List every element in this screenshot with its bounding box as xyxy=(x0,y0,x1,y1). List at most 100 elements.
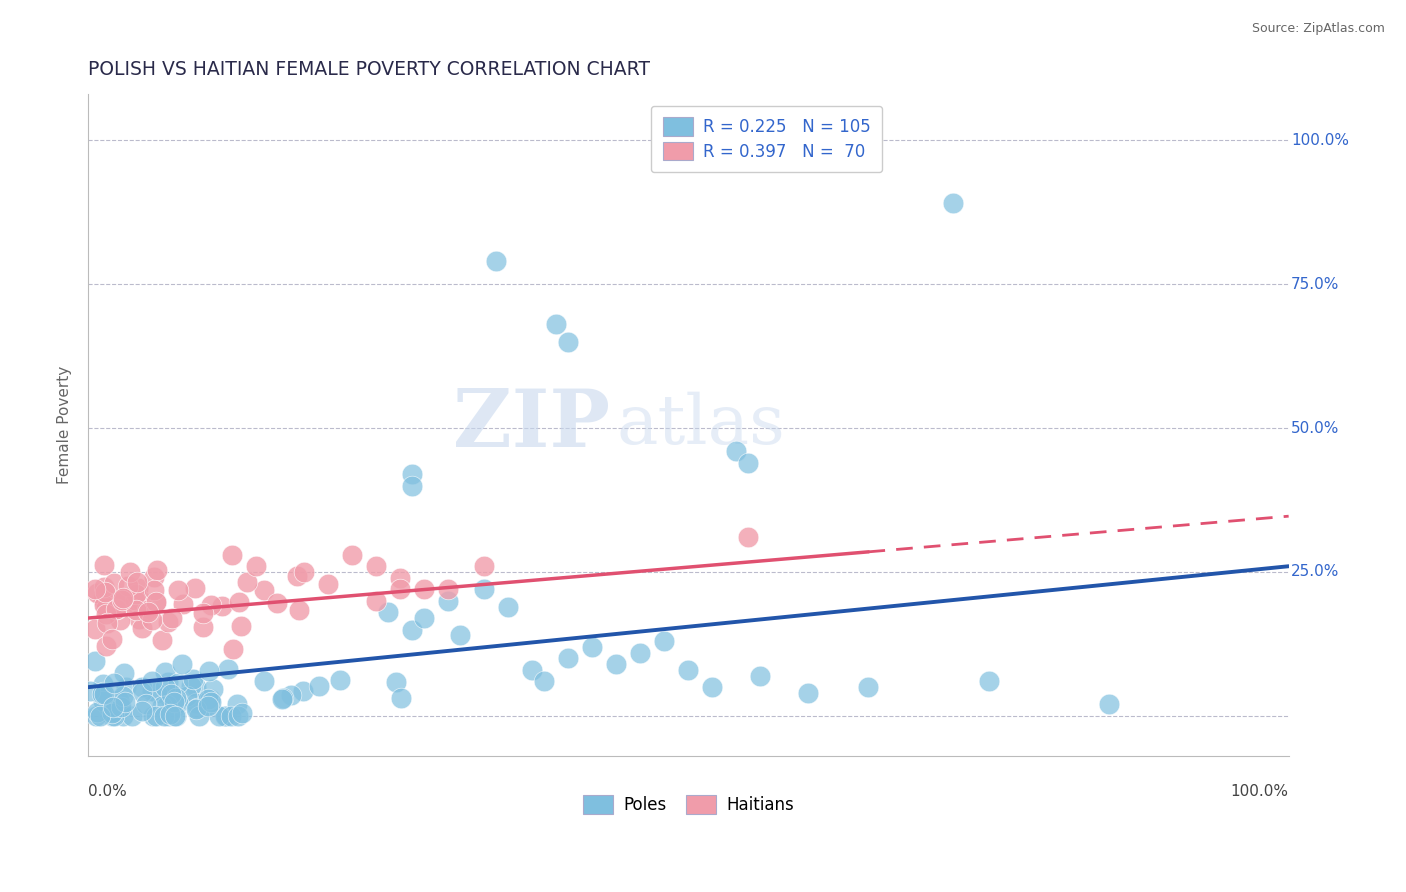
Point xyxy=(86,586,108,600)
Point xyxy=(291,684,314,698)
Point xyxy=(160,611,183,625)
Point xyxy=(160,687,183,701)
Point xyxy=(245,559,267,574)
Point xyxy=(197,698,219,713)
Text: 25.0%: 25.0% xyxy=(1291,565,1340,580)
Point xyxy=(628,646,651,660)
Point xyxy=(93,581,115,595)
Point xyxy=(101,632,124,647)
Point xyxy=(112,666,135,681)
Point xyxy=(253,674,276,689)
Point xyxy=(84,709,107,723)
Text: 100.0%: 100.0% xyxy=(1291,133,1348,147)
Point xyxy=(93,694,115,708)
Point xyxy=(170,657,193,672)
Point xyxy=(165,690,187,705)
Point xyxy=(207,709,229,723)
Point xyxy=(105,601,128,615)
Point xyxy=(226,697,249,711)
Point xyxy=(366,559,388,574)
Point xyxy=(605,657,627,672)
Point xyxy=(155,665,177,680)
Point xyxy=(122,595,145,609)
Point xyxy=(292,565,315,579)
Point xyxy=(221,641,243,656)
Point xyxy=(143,570,166,584)
Point xyxy=(150,632,173,647)
Point xyxy=(472,559,495,574)
Point xyxy=(977,674,1000,689)
Point xyxy=(136,605,159,619)
Point xyxy=(89,709,111,723)
Point xyxy=(557,651,579,665)
Point xyxy=(498,599,520,614)
Point xyxy=(215,709,238,723)
Point xyxy=(197,692,219,706)
Point xyxy=(131,621,153,635)
Point xyxy=(188,709,211,723)
Point xyxy=(280,689,302,703)
Point xyxy=(145,709,167,723)
Text: 50.0%: 50.0% xyxy=(1291,420,1340,435)
Point xyxy=(114,695,136,709)
Point xyxy=(472,582,495,597)
Point xyxy=(401,467,423,482)
Point xyxy=(131,704,153,718)
Point xyxy=(124,587,146,601)
Point xyxy=(93,558,115,573)
Point xyxy=(93,599,115,613)
Point xyxy=(533,674,555,689)
Point xyxy=(135,697,157,711)
Point xyxy=(157,709,180,723)
Point xyxy=(231,706,253,720)
Point xyxy=(391,690,413,705)
Point xyxy=(111,689,134,703)
Point xyxy=(83,582,105,596)
Text: 100.0%: 100.0% xyxy=(1230,784,1289,799)
Point xyxy=(172,597,194,611)
Point xyxy=(111,593,134,607)
Point xyxy=(201,681,224,696)
Point xyxy=(858,680,880,694)
Point xyxy=(103,699,125,714)
Point xyxy=(157,674,180,689)
Text: ZIP: ZIP xyxy=(453,386,610,464)
Point xyxy=(94,584,117,599)
Point xyxy=(141,613,163,627)
Point xyxy=(121,709,143,723)
Point xyxy=(111,709,134,723)
Point xyxy=(797,686,820,700)
Point xyxy=(163,709,186,723)
Point xyxy=(200,695,222,709)
Point xyxy=(228,595,250,609)
Point xyxy=(191,606,214,620)
Point xyxy=(180,679,202,693)
Point xyxy=(211,599,233,613)
Point xyxy=(184,696,207,710)
Point xyxy=(266,596,288,610)
Point xyxy=(546,318,568,332)
Point xyxy=(103,676,125,690)
Point xyxy=(94,607,117,621)
Point xyxy=(485,254,508,268)
Point xyxy=(725,444,748,458)
Point xyxy=(197,698,219,712)
Point xyxy=(167,696,190,710)
Point xyxy=(83,653,105,667)
Point xyxy=(366,594,388,608)
Point xyxy=(702,680,724,694)
Point xyxy=(401,623,423,637)
Point xyxy=(389,582,412,597)
Point xyxy=(128,612,150,626)
Point xyxy=(198,665,221,679)
Point xyxy=(437,594,460,608)
Point xyxy=(557,334,579,349)
Text: 75.0%: 75.0% xyxy=(1291,277,1340,292)
Point xyxy=(176,689,198,703)
Point xyxy=(156,689,179,703)
Point xyxy=(146,686,169,700)
Point xyxy=(117,579,139,593)
Point xyxy=(101,706,124,720)
Point xyxy=(165,709,187,723)
Point xyxy=(186,680,208,694)
